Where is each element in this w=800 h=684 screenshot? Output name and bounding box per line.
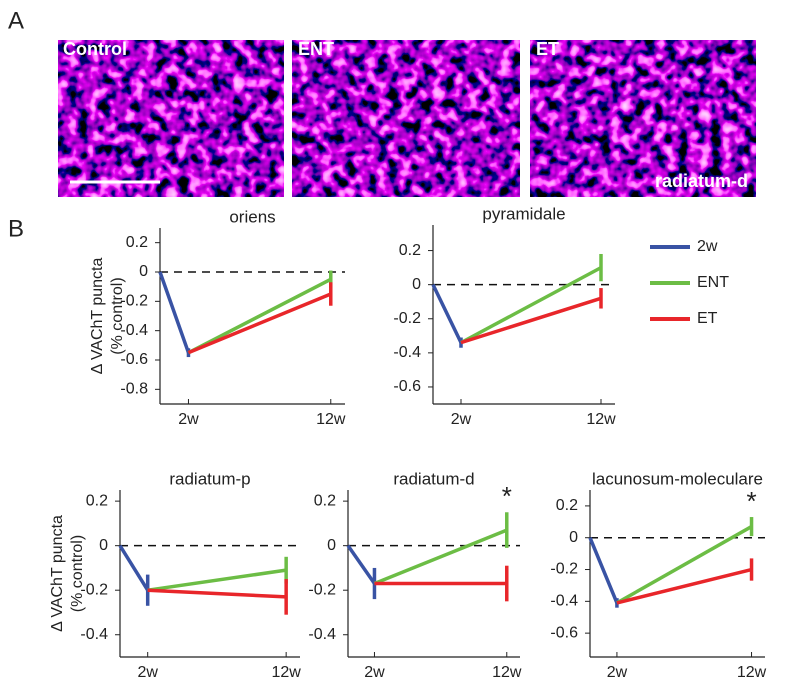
y-tick-label: 0 <box>569 529 578 546</box>
image-label: Control <box>63 39 127 59</box>
x-tick-label: 12w <box>737 664 767 681</box>
chart-title: radiatum-p <box>169 469 250 488</box>
legend-label: 2w <box>697 238 718 255</box>
y-tick-label: -0.6 <box>120 351 148 368</box>
y-tick-label: -0.2 <box>550 561 578 578</box>
y-tick-label: 0 <box>139 263 148 280</box>
annotation: * <box>746 486 756 516</box>
series-line <box>147 568 287 592</box>
chart-title: radiatum-d <box>393 469 474 488</box>
series-line <box>431 283 463 344</box>
panel-label: A <box>8 7 24 34</box>
series-line <box>187 277 332 355</box>
y-tick-label: -0.4 <box>393 344 421 361</box>
micrograph <box>530 40 756 197</box>
y-tick-label: 0.2 <box>399 242 421 259</box>
image-label: radiatum-d <box>655 171 748 191</box>
x-tick-label: 2w <box>451 411 472 428</box>
y-axis-label: Δ VAChT puncta <box>89 257 106 374</box>
series-line <box>187 292 332 355</box>
y-tick-label: 0.2 <box>86 492 108 509</box>
series-line <box>346 544 376 585</box>
micrograph <box>292 40 520 197</box>
x-tick-label: 12w <box>586 411 616 428</box>
y-axis-label: (% control) <box>69 535 86 612</box>
y-tick-label: -0.4 <box>80 626 108 643</box>
y-tick-label: 0 <box>327 537 336 554</box>
series-line <box>460 266 602 345</box>
series-line <box>158 271 191 354</box>
series-line <box>616 525 753 605</box>
series-line <box>588 537 619 604</box>
x-tick-label: 2w <box>137 664 158 681</box>
micrograph <box>58 40 284 197</box>
series-line <box>616 567 752 605</box>
y-tick-label: -0.2 <box>120 293 148 310</box>
y-axis-label: Δ VAChT puncta <box>49 515 66 632</box>
annotation: * <box>502 481 512 511</box>
y-tick-label: 0 <box>412 276 421 293</box>
chart-title: oriens <box>229 207 275 226</box>
x-tick-label: 2w <box>178 411 199 428</box>
x-tick-label: 2w <box>607 664 628 681</box>
legend-label: ENT <box>697 274 729 291</box>
y-tick-label: -0.4 <box>308 626 336 643</box>
series-line <box>373 528 508 586</box>
chart-title: pyramidale <box>482 204 565 223</box>
y-tick-label: -0.8 <box>120 381 148 398</box>
x-tick-label: 2w <box>364 664 385 681</box>
y-tick-label: -0.2 <box>393 310 421 327</box>
y-axis-label: (% control) <box>109 277 126 354</box>
y-tick-label: 0 <box>99 537 108 554</box>
y-tick-label: -0.4 <box>550 593 578 610</box>
y-tick-label: 0.2 <box>314 492 336 509</box>
image-label: ET <box>536 39 559 59</box>
y-tick-label: -0.4 <box>120 322 148 339</box>
y-tick-label: 0.2 <box>556 497 578 514</box>
y-tick-label: -0.6 <box>393 378 421 395</box>
y-tick-label: -0.6 <box>550 624 578 641</box>
y-tick-label: -0.2 <box>80 581 108 598</box>
y-tick-label: -0.2 <box>308 581 336 598</box>
series-line <box>460 296 602 345</box>
x-tick-label: 12w <box>271 664 301 681</box>
series-line <box>147 588 287 599</box>
legend-label: ET <box>697 310 718 327</box>
x-tick-label: 12w <box>492 664 522 681</box>
chart-title: lacunosum-moleculare <box>592 469 763 488</box>
y-tick-label: 0.2 <box>126 234 148 251</box>
image-label: ENT <box>298 39 334 59</box>
x-tick-label: 12w <box>316 411 346 428</box>
panel-label: B <box>8 215 24 242</box>
series-line <box>118 544 150 592</box>
